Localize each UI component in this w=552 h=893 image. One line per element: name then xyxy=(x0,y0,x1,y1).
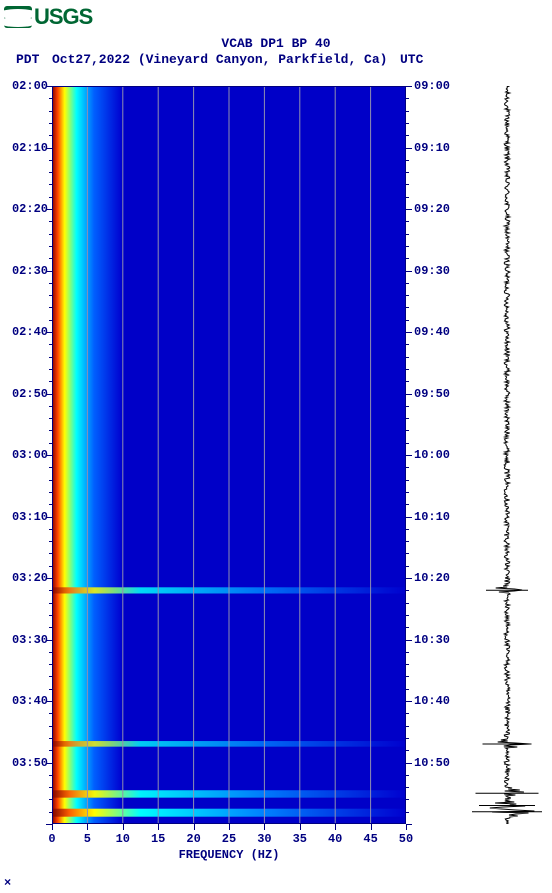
y-right-tick: 10:30 xyxy=(414,633,450,647)
y-left-tick: 02:40 xyxy=(12,325,48,339)
tz-left-label: PDT xyxy=(16,52,39,67)
y-right-tick: 09:10 xyxy=(414,141,450,155)
y-left-tick: 03:00 xyxy=(12,448,48,462)
y-left-tick: 03:50 xyxy=(12,756,48,770)
usgs-wave-icon xyxy=(4,6,32,28)
usgs-logo: USGS xyxy=(4,4,92,30)
y-left-tick: 02:00 xyxy=(12,79,48,93)
spectrogram-plot xyxy=(52,86,406,824)
y-axis-left: 02:0002:1002:2002:3002:4002:5003:0003:10… xyxy=(10,86,50,824)
y-left-tick: 03:20 xyxy=(12,571,48,585)
x-tick: 25 xyxy=(222,832,236,846)
y-axis-right: 09:0009:1009:2009:3009:4009:5010:0010:10… xyxy=(408,86,456,824)
tz-right-label: UTC xyxy=(400,52,423,67)
spectrogram-svg xyxy=(52,86,406,824)
y-right-tick: 10:10 xyxy=(414,510,450,524)
y-right-tick: 09:50 xyxy=(414,387,450,401)
y-right-tick: 10:00 xyxy=(414,448,450,462)
y-left-tick: 03:40 xyxy=(12,694,48,708)
y-left-tick: 03:30 xyxy=(12,633,48,647)
x-tick: 45 xyxy=(363,832,377,846)
x-tick: 5 xyxy=(84,832,91,846)
y-right-tick: 09:30 xyxy=(414,264,450,278)
waveform-trace xyxy=(470,86,544,824)
x-tick: 50 xyxy=(399,832,413,846)
date-location: Oct27,2022 (Vineyard Canyon, Parkfield, … xyxy=(52,52,387,67)
y-right-tick: 10:20 xyxy=(414,571,450,585)
y-right-tick: 10:50 xyxy=(414,756,450,770)
chart-title: VCAB DP1 BP 40 xyxy=(0,36,552,51)
x-tick: 40 xyxy=(328,832,342,846)
x-tick: 15 xyxy=(151,832,165,846)
y-right-tick: 09:00 xyxy=(414,79,450,93)
y-left-tick: 02:30 xyxy=(12,264,48,278)
y-left-tick: 02:50 xyxy=(12,387,48,401)
x-axis: 05101520253035404550 FREQUENCY (HZ) xyxy=(52,824,406,864)
tick-marks-right xyxy=(406,86,412,824)
tick-marks-left xyxy=(46,86,52,824)
usgs-logo-text: USGS xyxy=(34,4,92,30)
y-right-tick: 10:40 xyxy=(414,694,450,708)
footer-mark: × xyxy=(4,876,11,890)
y-right-tick: 09:20 xyxy=(414,202,450,216)
y-left-tick: 02:20 xyxy=(12,202,48,216)
x-tick: 0 xyxy=(48,832,55,846)
x-tick: 10 xyxy=(116,832,130,846)
x-tick: 30 xyxy=(257,832,271,846)
y-right-tick: 09:40 xyxy=(414,325,450,339)
y-left-tick: 02:10 xyxy=(12,141,48,155)
x-tick: 20 xyxy=(186,832,200,846)
x-axis-label: FREQUENCY (HZ) xyxy=(52,848,406,862)
y-left-tick: 03:10 xyxy=(12,510,48,524)
x-tick: 35 xyxy=(293,832,307,846)
